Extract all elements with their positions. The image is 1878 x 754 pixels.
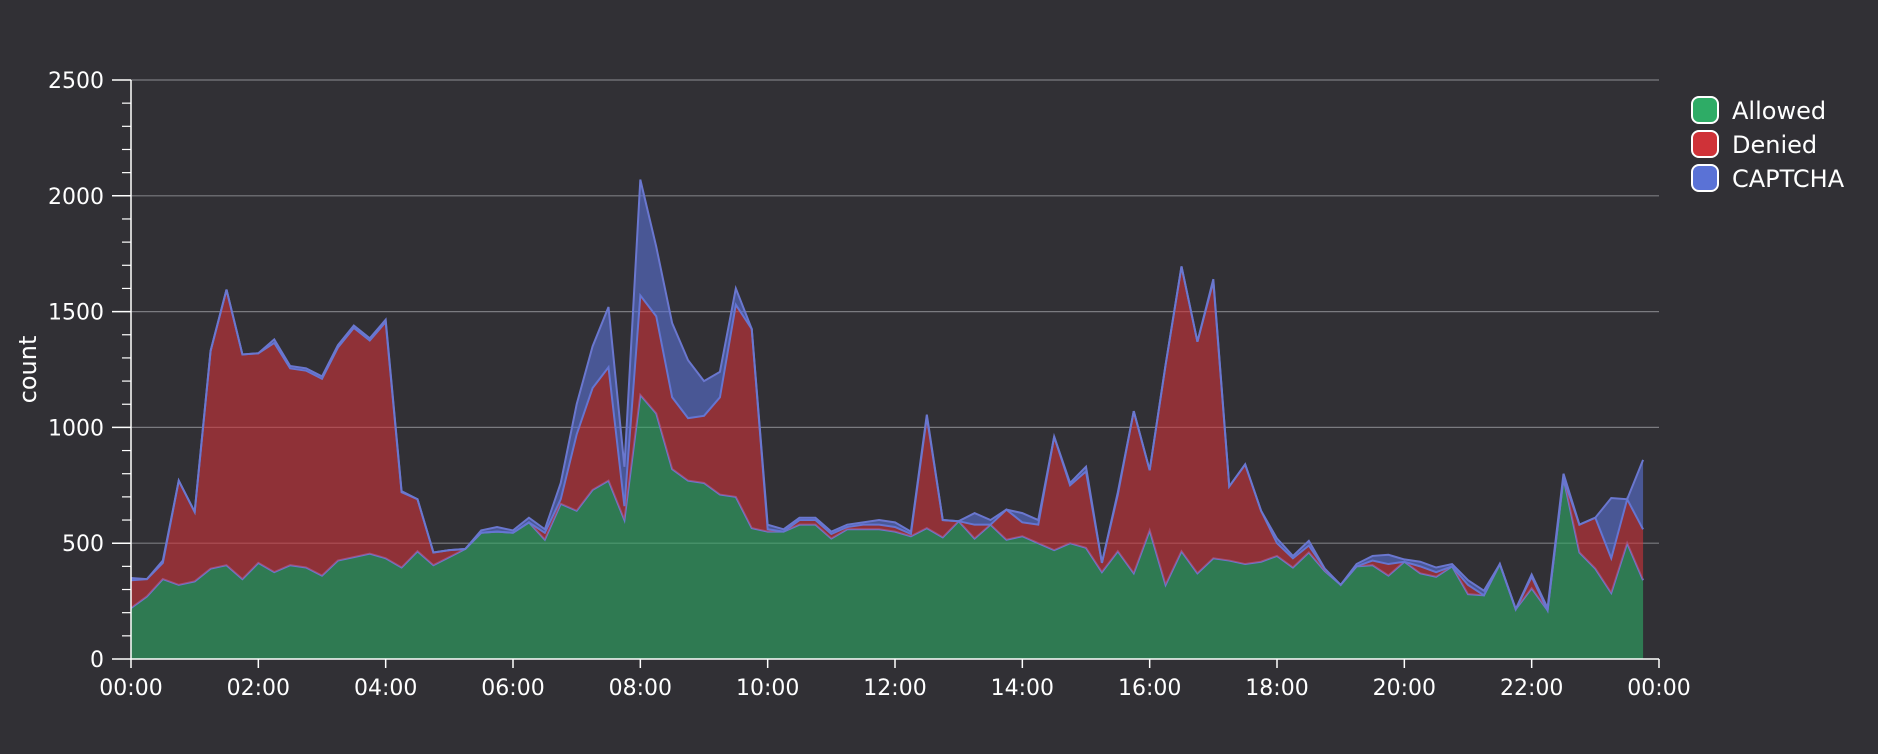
x-tick-label: 08:00 [609,676,672,701]
y-tick-label: 1000 [48,416,104,441]
legend-item-allowed: Allowed [1691,96,1826,125]
y-axis-title: count [14,336,42,404]
series-line-captcha [130,179,1645,612]
y-tick-label: 1500 [48,301,104,326]
area-captcha [131,179,1644,611]
x-tick-label: 00:00 [1627,676,1690,701]
x-tick-label: 02:00 [227,676,290,701]
x-tick-label: 06:00 [481,676,544,701]
area-denied [131,266,1644,611]
legend-swatch-captcha [1691,164,1719,192]
x-tick-label: 22:00 [1500,676,1563,701]
y-tick-label: 0 [90,648,104,673]
x-tick-label: 16:00 [1118,676,1181,701]
legend-label: Denied [1732,131,1817,159]
y-tick-label: 2000 [48,185,104,210]
x-tick-label: 04:00 [354,676,417,701]
area-allowed [131,394,1644,659]
y-tick-label: 500 [62,532,104,557]
y-tick-label: 2500 [48,69,104,94]
x-tick-label: 10:00 [736,676,799,701]
x-tick-label: 00:00 [99,676,162,701]
x-tick-label: 12:00 [863,676,926,701]
legend-swatch-allowed [1691,96,1719,124]
legend-item-captcha: CAPTCHA [1691,164,1845,193]
x-tick-label: 18:00 [1245,676,1308,701]
x-tick-label: 14:00 [991,676,1054,701]
legend-item-denied: Denied [1691,130,1817,159]
x-tick-label: 20:00 [1373,676,1436,701]
legend-label: CAPTCHA [1732,165,1845,193]
legend-swatch-denied [1691,130,1719,158]
legend-label: Allowed [1732,97,1826,125]
